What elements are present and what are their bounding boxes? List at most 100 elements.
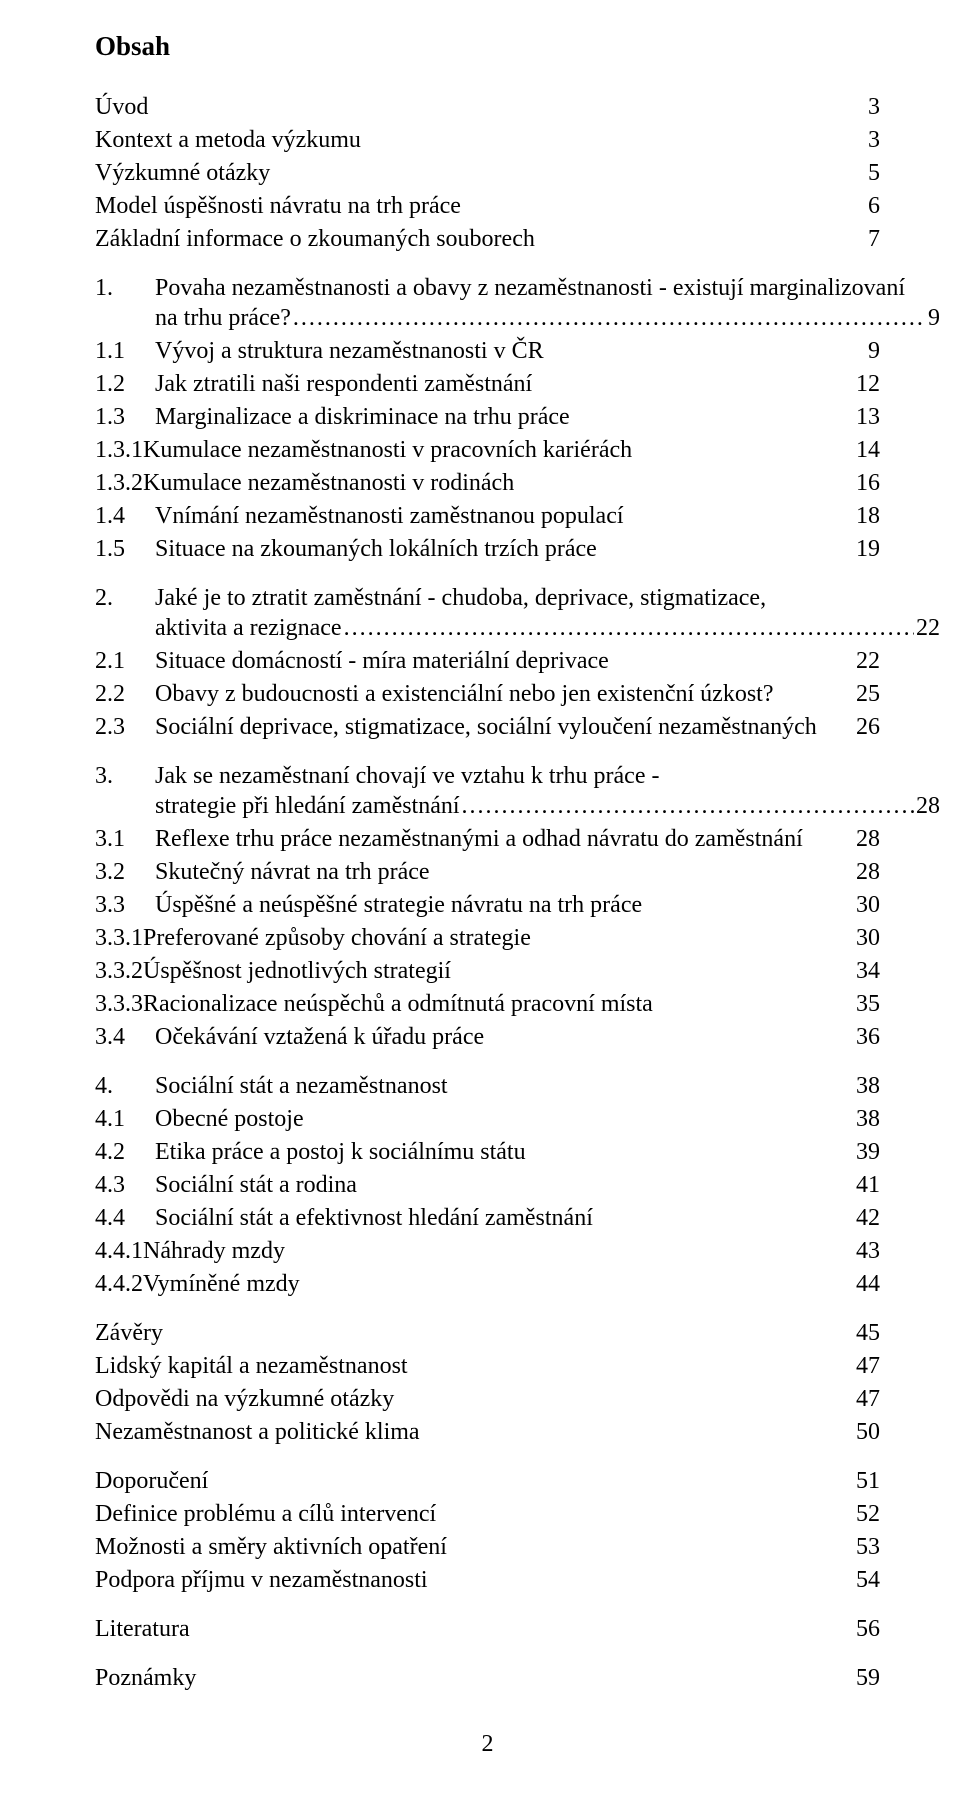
toc-entry-page: 28 <box>916 791 940 821</box>
toc-entry: 4.4Sociální stát a efektivnost hledání z… <box>95 1203 880 1233</box>
toc-entry-page: 36 <box>856 1022 880 1052</box>
toc-entry-page: 38 <box>856 1071 880 1101</box>
toc-entry-label: Racionalizace neúspěchů a odmítnutá prac… <box>143 989 653 1019</box>
toc-entry-page: 30 <box>856 890 880 920</box>
toc-entry-number: 1.4 <box>95 501 155 531</box>
toc-entry-page: 22 <box>916 613 940 643</box>
toc-entry: 4.1Obecné postoje38 <box>95 1104 880 1134</box>
toc-entry-number: 4.4.1 <box>95 1236 143 1266</box>
toc-leader-dots <box>344 613 914 643</box>
toc-entry: Výzkumné otázky 5 <box>95 158 880 188</box>
toc-entry: Kontext a metoda výzkumu3 <box>95 125 880 155</box>
toc-entry-label: Kumulace nezaměstnanosti v rodinách <box>143 468 514 498</box>
toc-entry-page: 47 <box>856 1384 880 1414</box>
toc-entry: Odpovědi na výzkumné otázky 47 <box>95 1384 880 1414</box>
toc-entry: 2.Jaké je to ztratit zaměstnání - chudob… <box>95 583 880 643</box>
toc-entry-label: Odpovědi na výzkumné otázky <box>95 1384 394 1414</box>
toc-entry-page: 12 <box>856 369 880 399</box>
toc-entry-number: 4.4 <box>95 1203 155 1233</box>
page-number: 2 <box>95 1729 880 1759</box>
toc-entry-number: 3.1 <box>95 824 155 854</box>
toc-entry-page: 14 <box>856 435 880 465</box>
toc-entry-page: 3 <box>868 92 880 122</box>
toc-entry-label: Definice problému a cílů intervencí <box>95 1499 436 1529</box>
toc-entry: 3.1Reflexe trhu práce nezaměstnanými a o… <box>95 824 880 854</box>
toc-entry-label: Preferované způsoby chování a strategie <box>143 923 531 953</box>
toc-entry: 3.3Úspěšné a neúspěšné strategie návratu… <box>95 890 880 920</box>
toc-entry-page: 54 <box>856 1565 880 1595</box>
toc-entry-number: 3.3.3 <box>95 989 143 1019</box>
toc-entry: Doporučení 51 <box>95 1466 880 1496</box>
toc-entry-page: 5 <box>868 158 880 188</box>
toc-entry-page: 50 <box>856 1417 880 1447</box>
toc-entry-page: 45 <box>856 1318 880 1348</box>
toc-entry-number: 4.3 <box>95 1170 155 1200</box>
toc-entry-label: Výzkumné otázky <box>95 158 270 188</box>
toc-entry-label: Úspěšné a neúspěšné strategie návratu na… <box>155 890 642 920</box>
toc-entry-page: 26 <box>856 712 880 742</box>
toc-entry-number: 4.4.2 <box>95 1269 143 1299</box>
toc-entry-label: Jak se nezaměstnaní chovají ve vztahu k … <box>155 761 659 791</box>
toc-entry-label: Nezaměstnanost a politické klima <box>95 1417 420 1447</box>
toc-entry: 3.2Skutečný návrat na trh práce28 <box>95 857 880 887</box>
toc-entry-page: 13 <box>856 402 880 432</box>
toc-entry-label: Poznámky <box>95 1663 196 1693</box>
toc-entry-number: 1.1 <box>95 336 155 366</box>
toc-entry-page: 30 <box>856 923 880 953</box>
toc-entry-page: 7 <box>868 224 880 254</box>
table-of-contents: Úvod 3Kontext a metoda výzkumu3Výzkumné o… <box>95 92 880 1693</box>
toc-entry-number: 1.3 <box>95 402 155 432</box>
toc-entry-page: 28 <box>856 824 880 854</box>
toc-entry-label: Situace na zkoumaných lokálních trzích p… <box>155 534 597 564</box>
toc-entry-label: Skutečný návrat na trh práce <box>155 857 430 887</box>
toc-entry-number: 1. <box>95 273 155 303</box>
toc-entry-label: Lidský kapitál a nezaměstnanost <box>95 1351 408 1381</box>
toc-entry-label: Marginalizace a diskriminace na trhu prá… <box>155 402 570 432</box>
toc-entry-label: Sociální stát a rodina <box>155 1170 357 1200</box>
toc-entry: 1.5Situace na zkoumaných lokálních trzíc… <box>95 534 880 564</box>
toc-entry-page: 47 <box>856 1351 880 1381</box>
toc-entry-number: 1.3.2 <box>95 468 143 498</box>
toc-entry-page: 51 <box>856 1466 880 1496</box>
toc-title: Obsah <box>95 30 880 64</box>
toc-entry-label: Možnosti a směry aktivních opatření <box>95 1532 447 1562</box>
toc-entry-label: Obecné postoje <box>155 1104 304 1134</box>
toc-entry: Úvod 3 <box>95 92 880 122</box>
toc-entry-label: Úvod <box>95 92 148 122</box>
toc-entry-label: Vnímání nezaměstnanosti zaměstnanou popu… <box>155 501 624 531</box>
toc-entry: 2.2Obavy z budoucnosti a existenciální n… <box>95 679 880 709</box>
toc-entry: 4.3Sociální stát a rodina41 <box>95 1170 880 1200</box>
toc-entry-page: 53 <box>856 1532 880 1562</box>
toc-entry-label: Jak ztratili naši respondenti zaměstnání <box>155 369 532 399</box>
toc-entry-page: 19 <box>856 534 880 564</box>
toc-entry-label-cont: strategie při hledání zaměstnání <box>155 791 460 821</box>
toc-entry: 3.3.1Preferované způsoby chování a strat… <box>95 923 880 953</box>
toc-entry-label: Obavy z budoucnosti a existenciální nebo… <box>155 679 774 709</box>
toc-leader-dots <box>293 303 926 333</box>
toc-entry-number: 3.3.2 <box>95 956 143 986</box>
toc-entry-page: 35 <box>856 989 880 1019</box>
toc-entry-number: 2.2 <box>95 679 155 709</box>
toc-entry-page: 44 <box>856 1269 880 1299</box>
toc-entry-label: Vývoj a struktura nezaměstnanosti v ČR <box>155 336 544 366</box>
toc-entry-page: 52 <box>856 1499 880 1529</box>
toc-entry-number: 2.1 <box>95 646 155 676</box>
toc-entry-label: Náhrady mzdy <box>143 1236 285 1266</box>
toc-entry-label: Sociální stát a nezaměstnanost <box>155 1071 448 1101</box>
toc-entry-number: 3. <box>95 761 155 791</box>
toc-entry: Závěry 45 <box>95 1318 880 1348</box>
toc-entry: 1.Povaha nezaměstnanosti a obavy z nezam… <box>95 273 880 333</box>
toc-entry: Základní informace o zkoumaných souborec… <box>95 224 880 254</box>
toc-entry-label: Doporučení <box>95 1466 208 1496</box>
toc-leader-dots <box>462 791 914 821</box>
toc-entry-number: 3.3 <box>95 890 155 920</box>
toc-entry-label: Závěry <box>95 1318 163 1348</box>
toc-entry: 1.3.1Kumulace nezaměstnanosti v pracovní… <box>95 435 880 465</box>
toc-entry-label: Kumulace nezaměstnanosti v pracovních ka… <box>143 435 632 465</box>
toc-entry-label: Vymíněné mzdy <box>143 1269 300 1299</box>
toc-entry-number: 1.2 <box>95 369 155 399</box>
toc-entry-number: 4.2 <box>95 1137 155 1167</box>
toc-entry: Model úspěšnosti návratu na trh práce6 <box>95 191 880 221</box>
toc-entry-page: 28 <box>856 857 880 887</box>
toc-entry-label: Očekávání vztažená k úřadu práce <box>155 1022 484 1052</box>
